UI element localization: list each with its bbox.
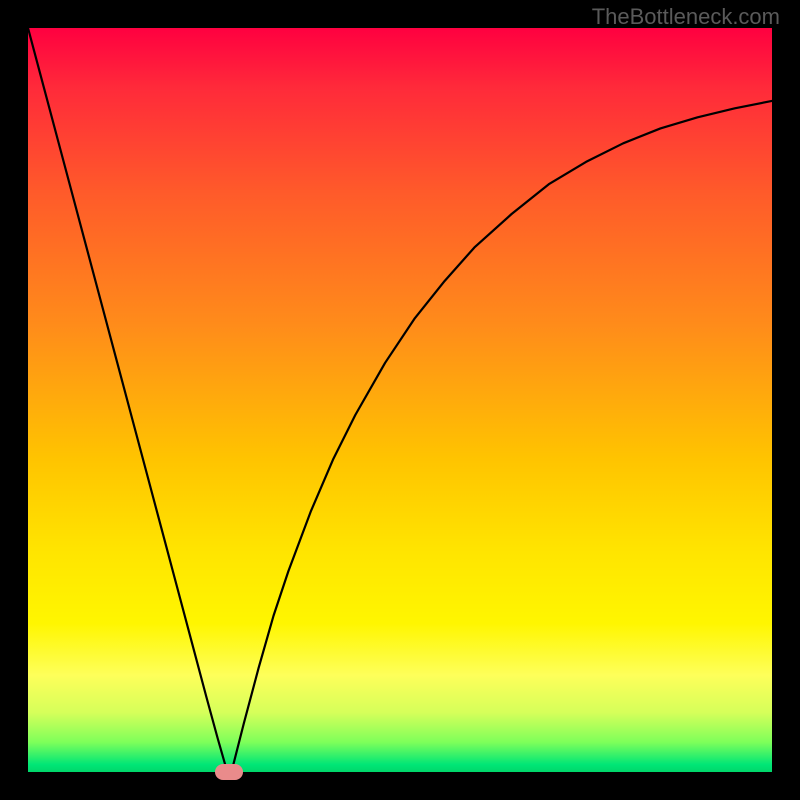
chart-frame: TheBottleneck.com bbox=[0, 0, 800, 800]
optimal-point-marker bbox=[215, 764, 243, 780]
bottleneck-curve bbox=[28, 28, 772, 772]
curve-path bbox=[28, 28, 772, 772]
watermark-text: TheBottleneck.com bbox=[592, 4, 780, 30]
plot-area bbox=[28, 28, 772, 772]
